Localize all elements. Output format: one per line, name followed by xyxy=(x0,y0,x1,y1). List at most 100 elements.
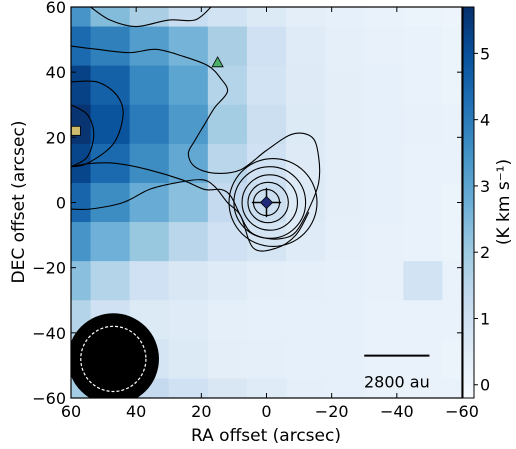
heatmap-cell xyxy=(168,378,209,398)
heatmap-cell xyxy=(168,339,209,380)
heatmap-cell xyxy=(207,7,248,28)
y-axis: −60 −40 −20 0 20 40 60 xyxy=(32,0,462,408)
x-axis-label: RA offset (arcsec) xyxy=(191,426,341,446)
heatmap-cell xyxy=(442,378,462,398)
heatmap-cell xyxy=(246,378,287,398)
heatmap-cell xyxy=(207,222,248,262)
y-tick-label: −60 xyxy=(32,389,66,408)
heatmap-cell xyxy=(207,26,248,67)
heatmap-cell xyxy=(325,378,365,398)
heatmap-cell xyxy=(168,65,209,106)
heatmap-cell xyxy=(168,182,209,223)
scale-bar: 2800 au xyxy=(364,354,430,392)
heatmap-cell xyxy=(246,7,287,28)
heatmap-cell xyxy=(364,65,404,106)
heatmap-cell xyxy=(403,378,444,398)
heatmap-cell xyxy=(168,261,209,301)
heatmap-cell xyxy=(168,104,209,145)
diamond-marker xyxy=(259,195,274,210)
y-tick-label: 40 xyxy=(46,63,66,82)
heatmap-cell xyxy=(71,65,92,106)
heatmap-cell xyxy=(442,182,462,223)
heatmap-cell xyxy=(90,143,131,184)
heatmap-cell xyxy=(129,26,170,67)
heatmap-cell xyxy=(325,65,365,106)
square-marker xyxy=(71,125,81,136)
heatmap-cell xyxy=(325,182,365,223)
colorbar-tick-label: 1 xyxy=(480,309,490,328)
heatmap-cell xyxy=(364,143,404,184)
heatmap-cell xyxy=(442,26,462,67)
heatmap-cell xyxy=(286,378,326,398)
intensity-map xyxy=(71,7,462,398)
heatmap-cell xyxy=(364,7,404,28)
x-tick-label: −60 xyxy=(445,402,479,421)
heatmap-cell xyxy=(129,222,170,262)
heatmap-cell xyxy=(442,300,462,340)
heatmap-cell xyxy=(71,261,92,301)
heatmap-cell xyxy=(129,261,170,301)
heatmap-cell xyxy=(207,65,248,106)
heatmap-cell xyxy=(246,261,287,301)
heatmap-cell xyxy=(90,222,131,262)
y-axis-label: DEC offset (arcsec) xyxy=(9,121,29,284)
x-axis: 60 40 20 0 −20 −40 −60 xyxy=(61,7,479,421)
contour-line xyxy=(90,7,212,28)
heatmap-cell xyxy=(364,182,404,223)
heatmap-cell xyxy=(207,378,248,398)
y-tick-label: −40 xyxy=(32,324,66,343)
beam-disk xyxy=(71,313,159,398)
heatmap-cell xyxy=(325,261,365,301)
heatmap-cell xyxy=(286,300,326,340)
contour-line xyxy=(71,80,124,168)
contour-lines xyxy=(71,7,321,252)
heatmap-cell xyxy=(90,182,131,223)
colorbar-label: (K km s⁻¹) xyxy=(494,159,514,245)
colorbar-tick-label: 0 xyxy=(480,376,490,395)
heatmap-cell xyxy=(364,261,404,301)
heatmap-cell xyxy=(207,300,248,340)
heatmap-cell xyxy=(286,261,326,301)
source-markers xyxy=(71,56,282,218)
heatmap-cell xyxy=(403,26,444,67)
heatmap-cell xyxy=(364,26,404,67)
colorbar-tick-label: 2 xyxy=(480,243,490,262)
heatmap-cell xyxy=(442,143,462,184)
heatmap-cell xyxy=(90,104,131,145)
heatmap-cell xyxy=(90,65,131,106)
heatmap-cell xyxy=(246,339,287,380)
x-tick-label: 20 xyxy=(191,402,211,421)
heatmap-cell xyxy=(71,143,92,184)
x-tick-label: 0 xyxy=(261,402,271,421)
y-tick-label: 20 xyxy=(46,128,66,147)
y-tick-label: 60 xyxy=(46,0,66,17)
heatmap-cell xyxy=(246,65,287,106)
heatmap-cell xyxy=(403,182,444,223)
heatmap-cell xyxy=(442,222,462,262)
heatmap-cell xyxy=(129,65,170,106)
heatmap-cell xyxy=(403,104,444,145)
heatmap-cell xyxy=(168,300,209,340)
heatmap-cell xyxy=(325,104,365,145)
contour-line xyxy=(71,179,310,252)
heatmap-cell xyxy=(129,104,170,145)
heatmap-cell xyxy=(90,261,131,301)
heatmap-cell xyxy=(442,261,462,301)
heatmap-cell xyxy=(403,339,444,380)
heatmap-cell xyxy=(71,182,92,223)
heatmap-cell xyxy=(364,104,404,145)
colorbar-tick-label: 4 xyxy=(480,111,490,130)
heatmap-cell xyxy=(364,378,404,398)
heatmap-cell xyxy=(286,7,326,28)
colorbar-tick-label: 5 xyxy=(480,44,490,63)
heatmap-cell xyxy=(325,26,365,67)
contour-ring xyxy=(233,166,307,239)
contour-line xyxy=(71,45,321,240)
heatmap-cell xyxy=(286,26,326,67)
contour-ring xyxy=(241,174,299,231)
y-tick-label: −20 xyxy=(32,259,66,278)
heatmap-cell xyxy=(90,26,131,67)
heatmap-cell xyxy=(90,7,131,28)
beam-size xyxy=(71,313,159,398)
